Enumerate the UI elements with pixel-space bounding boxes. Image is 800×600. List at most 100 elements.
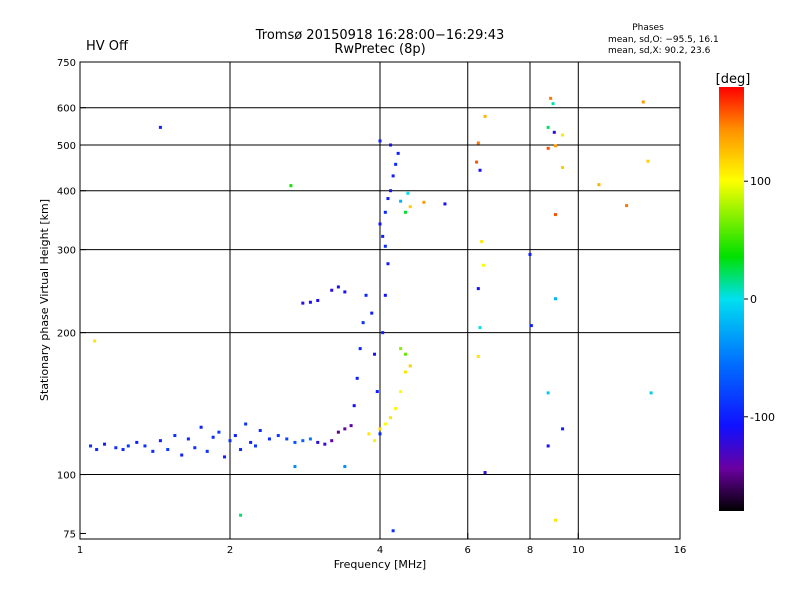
data-point xyxy=(151,449,155,453)
data-point xyxy=(158,125,162,129)
data-point xyxy=(166,448,170,452)
data-point xyxy=(180,453,184,457)
data-point xyxy=(316,298,320,302)
data-point xyxy=(641,100,645,104)
y-tick-label: 500 xyxy=(57,141,76,152)
data-point xyxy=(343,427,347,431)
data-point xyxy=(114,446,118,450)
data-point xyxy=(378,222,382,226)
data-point xyxy=(483,471,487,475)
data-point xyxy=(301,301,305,305)
data-point xyxy=(373,352,377,356)
data-point xyxy=(403,210,407,214)
data-point xyxy=(478,168,482,172)
data-point xyxy=(233,434,237,438)
data-point xyxy=(95,448,99,452)
x-axis-ticks: 1 2 4 6 8 10 16 xyxy=(77,533,686,556)
data-point xyxy=(625,204,629,208)
data-point xyxy=(389,189,393,193)
data-point xyxy=(143,444,147,448)
data-point xyxy=(389,143,393,147)
data-point xyxy=(239,513,243,517)
data-point xyxy=(383,293,387,297)
colorbar-tick-label: -100 xyxy=(750,411,775,424)
data-point xyxy=(396,151,400,155)
data-point xyxy=(244,422,248,426)
data-point xyxy=(285,437,289,441)
data-point xyxy=(103,442,107,446)
y-tick-label: 75 xyxy=(63,529,76,540)
phase-info-line1: mean, sd,O: −95.5, 16.1 xyxy=(608,35,719,45)
data-point xyxy=(391,174,395,178)
data-point xyxy=(336,430,340,434)
data-point xyxy=(597,183,601,187)
data-point xyxy=(483,114,487,118)
data-point xyxy=(158,439,162,443)
data-point xyxy=(173,434,177,438)
data-point xyxy=(352,404,356,408)
chart-title: Tromsø 20150918 16:28:00−16:29:43 xyxy=(255,28,505,43)
x-axis-label: Frequency [MHz] xyxy=(334,558,426,571)
data-point xyxy=(355,376,359,380)
data-point xyxy=(408,205,412,209)
data-point xyxy=(367,432,371,436)
data-point xyxy=(121,448,125,452)
colorbar xyxy=(719,87,744,511)
x-tick-label: 1 xyxy=(77,545,83,556)
y-tick-label: 400 xyxy=(57,187,76,198)
phase-info-title: Phases xyxy=(632,23,664,33)
data-point xyxy=(249,440,253,444)
data-point xyxy=(336,285,340,289)
data-point xyxy=(93,339,97,343)
data-point xyxy=(546,391,550,395)
y-tick-label: 750 xyxy=(57,58,76,69)
data-point xyxy=(308,437,312,441)
data-point xyxy=(343,290,347,294)
data-point xyxy=(383,244,387,248)
data-point xyxy=(529,324,533,328)
data-point xyxy=(549,96,553,100)
data-point xyxy=(364,293,368,297)
chart-subtitle: RwPretec (8p) xyxy=(334,42,425,57)
data-point xyxy=(552,130,556,134)
data-point xyxy=(399,390,403,394)
data-point xyxy=(403,370,407,374)
data-points xyxy=(89,96,653,533)
data-point xyxy=(217,430,221,434)
data-point xyxy=(481,263,485,267)
data-point xyxy=(228,439,232,443)
data-point xyxy=(561,427,565,431)
data-point xyxy=(551,102,555,106)
y-tick-label: 200 xyxy=(57,329,76,340)
data-point xyxy=(358,347,362,351)
data-point xyxy=(126,444,130,448)
data-point xyxy=(293,465,297,469)
x-tick-label: 4 xyxy=(377,545,383,556)
phase-info-line2: mean, sd,X: 90.2, 23.6 xyxy=(608,46,711,56)
data-point xyxy=(546,444,550,448)
data-point xyxy=(375,390,379,394)
data-point xyxy=(373,439,377,443)
data-point xyxy=(378,427,382,431)
x-tick-label: 6 xyxy=(465,545,471,556)
data-point xyxy=(649,391,653,395)
data-point xyxy=(330,439,334,443)
data-point xyxy=(361,321,365,325)
data-point xyxy=(553,144,557,148)
data-point xyxy=(199,425,203,429)
data-point xyxy=(211,435,215,439)
data-point xyxy=(646,159,650,163)
data-point xyxy=(308,300,312,304)
data-point xyxy=(378,432,382,436)
data-point xyxy=(276,434,280,438)
data-point xyxy=(386,197,390,201)
data-point xyxy=(349,424,353,428)
y-axis-ticks: 75 100 200 300 400 500 600 750 xyxy=(57,58,86,540)
data-point xyxy=(223,455,227,459)
data-point xyxy=(383,422,387,426)
data-point xyxy=(394,407,398,411)
y-tick-label: 600 xyxy=(57,104,76,115)
data-point xyxy=(394,162,398,166)
data-point xyxy=(383,210,387,214)
